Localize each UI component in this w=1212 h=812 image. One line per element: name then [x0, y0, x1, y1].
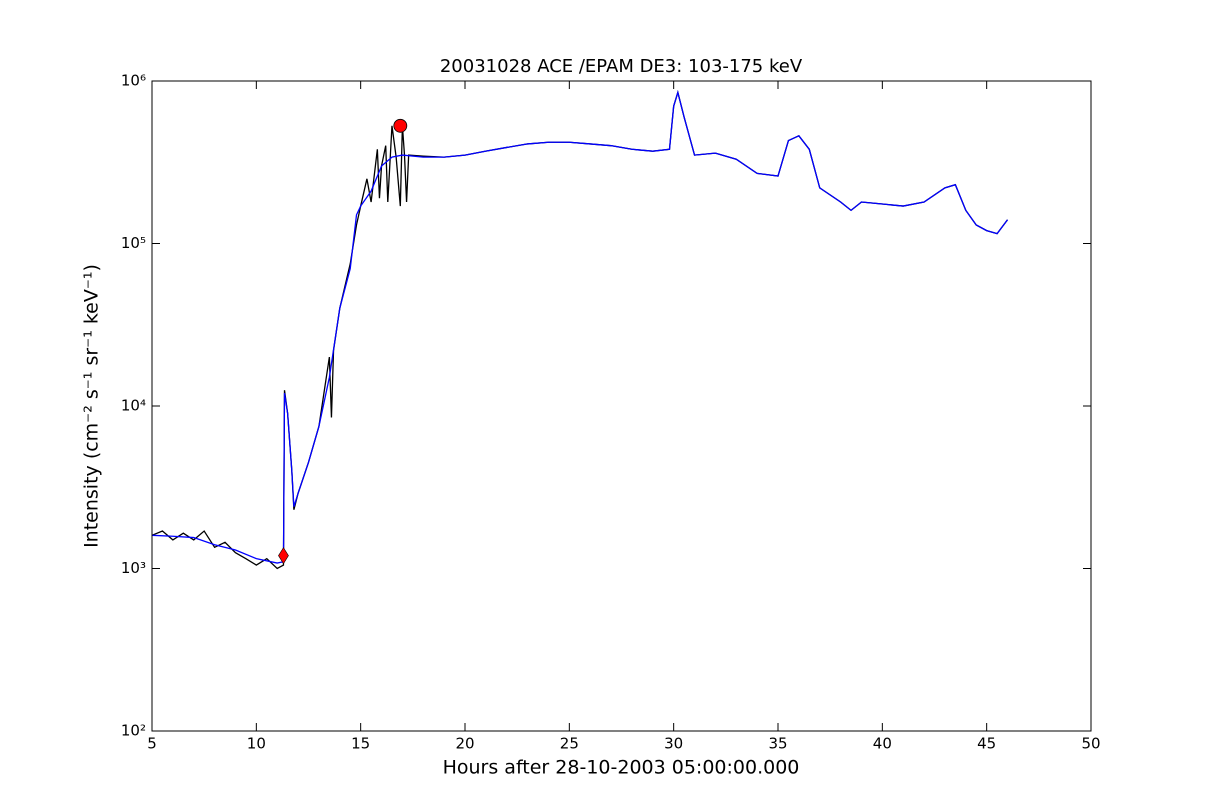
x-tick-label: 5	[147, 735, 157, 753]
peak-marker	[393, 118, 408, 133]
onset-marker	[278, 547, 289, 565]
x-tick-label: 40	[873, 735, 892, 753]
series-line	[152, 90, 1009, 564]
x-axis-label: Hours after 28-10-2003 05:00:00.000	[443, 757, 800, 779]
series-line	[152, 90, 1009, 570]
y-tick-label: 10³	[121, 559, 146, 577]
x-tick-label: 35	[768, 735, 787, 753]
x-tick-label: 25	[560, 735, 579, 753]
y-axis-label: Intensity (cm⁻² s⁻¹ sr⁻¹ keV⁻¹)	[81, 264, 103, 548]
x-tick-label: 45	[977, 735, 996, 753]
y-tick-label: 10²	[121, 722, 146, 740]
y-tick-label: 10⁴	[121, 397, 146, 415]
x-tick-label: 10	[247, 735, 266, 753]
x-tick-label: 50	[1081, 735, 1100, 753]
y-tick-label: 10⁶	[121, 72, 146, 90]
x-tick-label: 15	[351, 735, 370, 753]
plot-frame	[151, 80, 1092, 732]
chart-title: 20031028 ACE /EPAM DE3: 103-175 keV	[440, 56, 803, 77]
x-tick-label: 30	[664, 735, 683, 753]
x-tick-label: 20	[455, 735, 474, 753]
y-tick-label: 10⁵	[121, 234, 146, 252]
